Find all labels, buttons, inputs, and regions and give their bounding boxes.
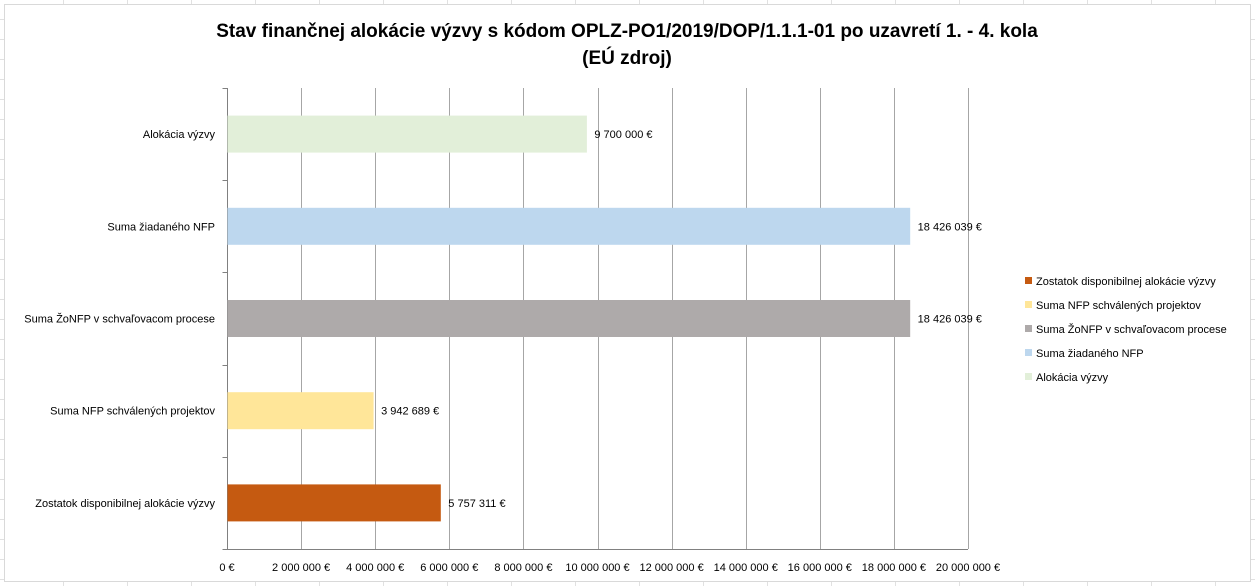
bar-chart: Stav finančnej alokácie výzvy s kódom OP… [24,21,1227,574]
x-tick-label: 4 000 000 € [346,562,404,574]
legend-label: Suma NFP schválených projektov [1036,300,1201,312]
x-tick-label: 12 000 000 € [639,562,703,574]
data-label: 3 942 689 € [381,406,439,418]
x-tick-label: 10 000 000 € [565,562,629,574]
x-tick-label: 20 000 000 € [936,562,1000,574]
category-label: Suma žiadaného NFP [107,221,215,233]
x-tick-label: 6 000 000 € [420,562,478,574]
chart-title-line: Stav finančnej alokácie výzvy s kódom OP… [216,21,1038,42]
legend-label: Alokácia výzvy [1036,372,1109,384]
legend-swatch [1025,373,1032,380]
legend-label: Suma žiadaného NFP [1036,348,1144,360]
data-label: 18 426 039 € [918,221,982,233]
x-tick-label: 14 000 000 € [714,562,778,574]
data-label: 9 700 000 € [594,129,652,141]
bar [227,484,441,522]
legend-swatch [1025,349,1032,356]
bar [227,392,374,430]
legend-swatch [1025,325,1032,332]
legend-label: Suma ŽoNFP v schvaľovacom procese [1036,323,1227,336]
legend-swatch [1025,301,1032,308]
data-label: 18 426 039 € [918,314,982,326]
x-tick-label: 16 000 000 € [788,562,852,574]
x-tick-label: 2 000 000 € [272,562,330,574]
chart-title-line: (EÚ zdroj) [582,47,672,69]
data-label: 5 757 311 € [448,498,505,510]
x-tick-label: 0 € [219,562,234,574]
legend-swatch [1025,277,1032,284]
category-label: Alokácia výzvy [143,129,216,141]
chart-area[interactable]: Stav finančnej alokácie výzvy s kódom OP… [4,4,1251,582]
category-label: Suma NFP schválených projektov [50,406,215,418]
x-tick-label: 8 000 000 € [494,562,552,574]
legend-label: Zostatok disponibilnej alokácie výzvy [1036,276,1216,288]
bar [227,300,911,337]
bar [227,115,587,153]
category-label: Suma ŽoNFP v schvaľovacom procese [24,313,215,326]
category-label: Zostatok disponibilnej alokácie výzvy [35,498,215,510]
x-tick-label: 18 000 000 € [862,562,926,574]
bar [227,207,911,245]
